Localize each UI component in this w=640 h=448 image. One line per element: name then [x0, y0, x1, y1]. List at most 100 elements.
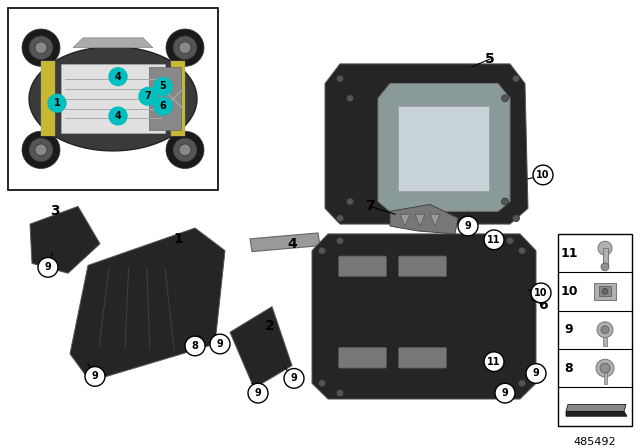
Circle shape: [248, 383, 268, 403]
Text: 7: 7: [365, 199, 375, 213]
Text: 6: 6: [159, 101, 166, 111]
Circle shape: [531, 283, 551, 303]
Circle shape: [337, 390, 344, 396]
Text: 10: 10: [534, 288, 548, 298]
Polygon shape: [332, 254, 402, 273]
Circle shape: [601, 326, 609, 334]
Circle shape: [35, 42, 47, 54]
FancyBboxPatch shape: [603, 336, 607, 346]
Text: 8: 8: [191, 341, 198, 351]
Circle shape: [284, 369, 304, 388]
Circle shape: [533, 165, 553, 185]
Polygon shape: [400, 214, 410, 226]
Circle shape: [337, 75, 344, 82]
Circle shape: [600, 363, 610, 373]
Text: 7: 7: [145, 91, 152, 101]
Polygon shape: [378, 83, 510, 211]
Text: 5: 5: [159, 82, 166, 91]
FancyBboxPatch shape: [339, 256, 387, 277]
Circle shape: [518, 247, 525, 254]
Text: 1: 1: [54, 98, 60, 108]
Circle shape: [154, 97, 172, 115]
Text: 11: 11: [487, 235, 500, 245]
FancyBboxPatch shape: [599, 287, 611, 296]
FancyBboxPatch shape: [399, 348, 447, 368]
Circle shape: [166, 29, 204, 66]
Text: 9: 9: [532, 368, 540, 379]
Circle shape: [513, 75, 520, 82]
Polygon shape: [250, 233, 320, 252]
Polygon shape: [398, 106, 490, 192]
Circle shape: [601, 263, 609, 271]
Circle shape: [506, 237, 513, 244]
Circle shape: [458, 216, 478, 236]
FancyBboxPatch shape: [558, 234, 632, 426]
Polygon shape: [73, 38, 153, 47]
Circle shape: [346, 198, 353, 205]
Circle shape: [109, 107, 127, 125]
Polygon shape: [430, 214, 440, 226]
Circle shape: [319, 247, 326, 254]
Circle shape: [22, 131, 60, 168]
Circle shape: [173, 36, 197, 60]
Polygon shape: [30, 207, 100, 273]
FancyBboxPatch shape: [602, 248, 607, 266]
Circle shape: [596, 359, 614, 377]
Circle shape: [22, 29, 60, 66]
Circle shape: [185, 336, 205, 356]
Text: 9: 9: [564, 323, 573, 336]
Circle shape: [179, 42, 191, 54]
Text: 2: 2: [265, 319, 275, 333]
Polygon shape: [566, 405, 626, 411]
Text: 8: 8: [564, 362, 573, 375]
Text: 9: 9: [502, 388, 508, 398]
Circle shape: [484, 352, 504, 371]
Text: 9: 9: [291, 373, 298, 383]
Text: 4: 4: [115, 72, 122, 82]
Circle shape: [173, 138, 197, 162]
FancyBboxPatch shape: [399, 256, 447, 277]
Circle shape: [513, 215, 520, 222]
Polygon shape: [230, 306, 292, 388]
Circle shape: [109, 68, 127, 86]
FancyBboxPatch shape: [149, 67, 181, 130]
Text: 485492: 485492: [573, 437, 616, 448]
Polygon shape: [390, 204, 458, 234]
Polygon shape: [312, 234, 536, 399]
Circle shape: [597, 322, 613, 338]
Circle shape: [139, 87, 157, 105]
Text: 1: 1: [173, 232, 183, 246]
FancyBboxPatch shape: [171, 61, 185, 136]
Text: 9: 9: [92, 371, 99, 381]
Polygon shape: [29, 47, 197, 151]
Text: 9: 9: [216, 339, 223, 349]
Polygon shape: [70, 228, 225, 381]
Circle shape: [502, 198, 509, 205]
FancyBboxPatch shape: [594, 283, 616, 300]
Circle shape: [319, 380, 326, 387]
FancyBboxPatch shape: [41, 61, 55, 136]
Circle shape: [29, 138, 53, 162]
Circle shape: [179, 144, 191, 156]
Circle shape: [210, 334, 230, 354]
FancyBboxPatch shape: [604, 372, 607, 384]
Text: 10: 10: [560, 285, 578, 298]
Circle shape: [337, 237, 344, 244]
Circle shape: [35, 144, 47, 156]
Circle shape: [518, 380, 525, 387]
Text: 6: 6: [538, 297, 548, 312]
FancyBboxPatch shape: [339, 348, 387, 368]
Text: 9: 9: [465, 221, 472, 231]
Circle shape: [166, 131, 204, 168]
Circle shape: [337, 215, 344, 222]
Circle shape: [598, 241, 612, 255]
Circle shape: [495, 383, 515, 403]
Circle shape: [29, 36, 53, 60]
Circle shape: [154, 78, 172, 95]
Circle shape: [484, 230, 504, 250]
Text: 9: 9: [255, 388, 261, 398]
Polygon shape: [566, 411, 627, 416]
Text: 5: 5: [485, 52, 495, 66]
Polygon shape: [415, 214, 425, 226]
Circle shape: [502, 95, 509, 102]
